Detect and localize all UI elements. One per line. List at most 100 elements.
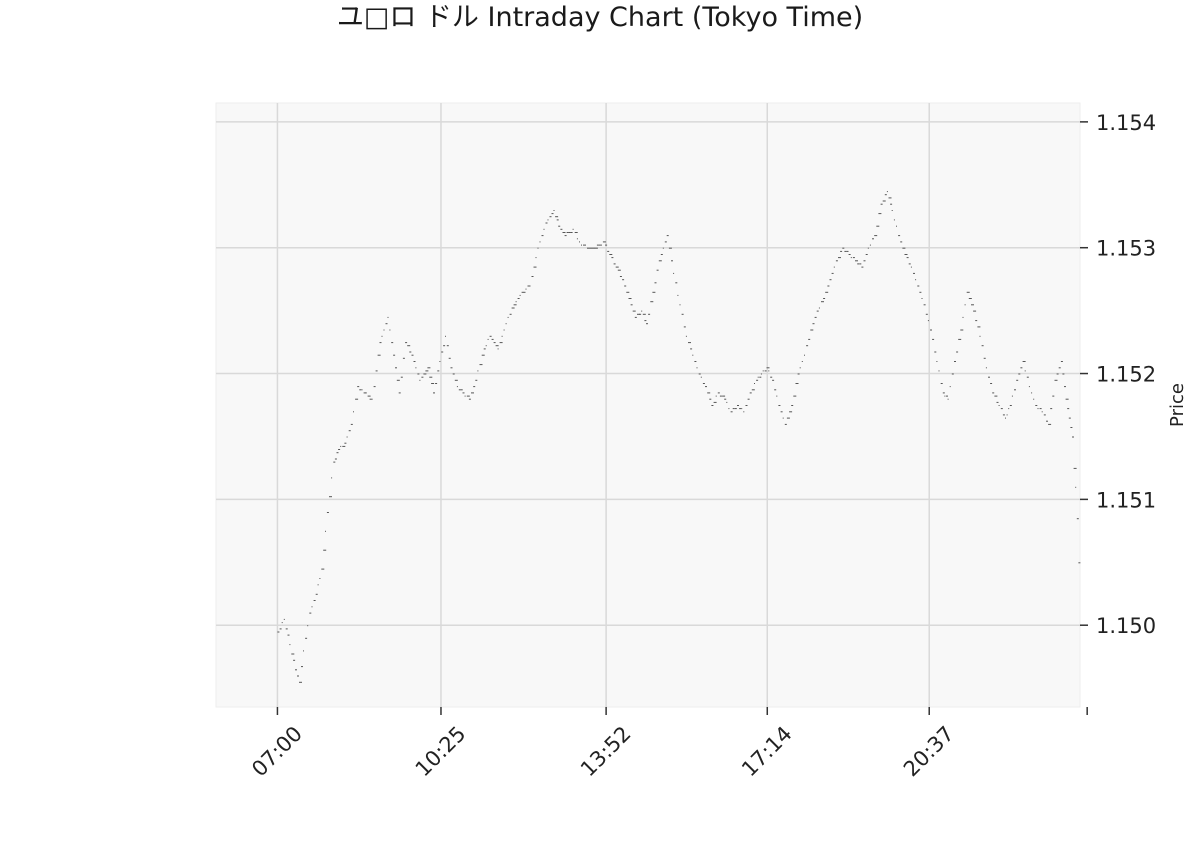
price-point	[890, 203, 893, 205]
price-point	[301, 666, 303, 668]
x-tick-label: 13:52	[576, 722, 636, 782]
price-point	[350, 423, 353, 425]
price-point	[415, 367, 417, 369]
price-point	[1048, 423, 1052, 425]
price-point	[551, 213, 554, 215]
price-point	[331, 477, 333, 479]
price-point	[681, 313, 684, 315]
price-point	[694, 361, 697, 362]
price-point	[958, 338, 962, 340]
price-point	[393, 354, 396, 356]
price-point	[596, 244, 599, 246]
price-point	[835, 260, 838, 262]
price-point	[639, 313, 642, 315]
price-point	[617, 269, 621, 271]
price-point	[439, 361, 441, 362]
price-point	[749, 392, 752, 394]
price-point	[359, 389, 362, 391]
price-point	[1065, 398, 1069, 400]
price-point	[1046, 420, 1048, 422]
price-point	[772, 379, 775, 381]
price-point	[985, 367, 987, 369]
price-point	[505, 323, 507, 325]
price-point	[305, 637, 308, 639]
price-point	[519, 294, 521, 296]
price-point	[722, 395, 726, 397]
price-point	[919, 291, 922, 293]
price-point	[564, 235, 567, 237]
price-point	[553, 210, 555, 211]
price-point	[1035, 405, 1038, 406]
price-point	[940, 383, 943, 384]
price-point	[1076, 518, 1079, 520]
price-point	[473, 386, 476, 388]
price-point	[719, 395, 722, 397]
price-point	[379, 342, 382, 344]
price-point	[938, 370, 940, 372]
price-point	[810, 329, 814, 331]
price-point	[632, 310, 636, 312]
price-point	[823, 298, 826, 299]
price-point	[389, 329, 391, 331]
price-point	[786, 417, 790, 419]
price-point	[323, 549, 327, 551]
price-point	[537, 247, 539, 249]
price-point	[842, 247, 845, 249]
price-point	[421, 376, 424, 378]
price-point	[1011, 395, 1013, 397]
price-point	[521, 291, 524, 293]
price-point	[829, 279, 832, 281]
price-point	[558, 225, 561, 227]
price-point	[869, 244, 871, 246]
price-point	[977, 326, 981, 328]
price-point	[962, 316, 964, 318]
price-point	[795, 383, 799, 384]
price-point	[861, 266, 864, 268]
price-point	[975, 320, 978, 322]
y-tick-label: 1.150	[1096, 614, 1156, 638]
price-point	[768, 370, 770, 372]
price-point	[413, 361, 416, 362]
price-point	[468, 398, 471, 400]
price-point	[654, 282, 657, 284]
price-point	[450, 367, 453, 369]
price-point	[831, 272, 834, 274]
price-point	[541, 235, 544, 237]
price-point	[445, 335, 446, 337]
price-point	[613, 263, 616, 265]
price-point	[872, 238, 874, 240]
price-point	[1002, 414, 1005, 416]
price-point	[405, 342, 408, 344]
price-point	[728, 408, 730, 410]
price-point	[973, 310, 977, 312]
price-point	[658, 260, 662, 262]
price-point	[1033, 398, 1035, 400]
price-point	[692, 354, 694, 356]
price-point	[570, 232, 573, 233]
price-point	[838, 257, 841, 259]
price-point	[791, 405, 794, 406]
price-point	[734, 408, 737, 410]
price-point	[702, 383, 705, 384]
price-point	[1031, 392, 1033, 394]
price-point	[391, 342, 394, 344]
price-point	[576, 238, 578, 240]
price-point	[407, 345, 411, 347]
y-tick-label: 1.151	[1096, 488, 1156, 512]
price-point	[840, 250, 843, 252]
price-point	[683, 326, 686, 328]
price-point	[299, 681, 302, 683]
price-point	[568, 232, 571, 233]
price-point	[1062, 373, 1065, 375]
price-point	[579, 241, 580, 243]
price-point	[574, 232, 578, 233]
price-point	[951, 373, 954, 375]
price-point	[776, 395, 778, 397]
price-point	[566, 232, 569, 233]
price-point	[732, 408, 735, 410]
price-point	[930, 329, 932, 331]
price-point	[291, 653, 295, 655]
price-point	[656, 269, 659, 271]
price-point	[346, 436, 348, 438]
y-tick-label: 1.154	[1096, 111, 1156, 135]
